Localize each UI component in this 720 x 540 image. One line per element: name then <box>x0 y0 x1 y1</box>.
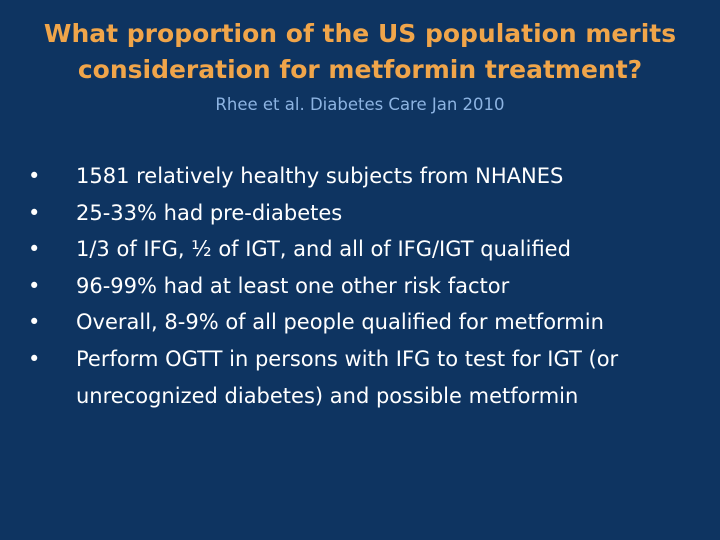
slide-title-line-2: consideration for metformin treatment? <box>77 55 643 84</box>
bullet-text: 1/3 of IFG, ½ of IGT, and all of IFG/IGT… <box>76 237 571 262</box>
bullet-item: • Overall, 8-9% of all people qualified … <box>28 304 708 341</box>
bullet-text: 96-99% had at least one other risk facto… <box>76 273 510 298</box>
bullet-icon: • <box>28 200 41 225</box>
slide-title-line-1: What proportion of the US population mer… <box>43 19 677 48</box>
bullet-text: 1581 relatively healthy subjects from NH… <box>76 164 564 188</box>
bullet-icon: • <box>28 346 41 371</box>
bullet-item: • 1581 relatively healthy subjects from … <box>28 158 708 195</box>
bullet-item: • 1/3 of IFG, ½ of IGT, and all of IFG/I… <box>28 231 708 268</box>
bullet-item: • Perform OGTT in persons with IFG to te… <box>28 341 708 414</box>
bullet-icon: • <box>28 310 41 335</box>
bullet-icon: • <box>28 237 41 262</box>
bullet-text: Overall, 8-9% of all people qualified fo… <box>76 310 604 335</box>
bullet-icon: • <box>28 164 41 188</box>
slide-title: What proportion of the US population mer… <box>30 16 690 88</box>
bullet-item: • 25-33% had pre-diabetes <box>28 195 708 232</box>
bullet-list: • 1581 relatively healthy subjects from … <box>28 158 708 414</box>
bullet-icon: • <box>28 273 41 298</box>
bullet-item: • 96-99% had at least one other risk fac… <box>28 268 708 305</box>
slide-subtitle: Rhee et al. Diabetes Care Jan 2010 <box>215 95 505 114</box>
bullet-text: 25-33% had pre-diabetes <box>76 200 343 225</box>
bullet-text: Perform OGTT in persons with IFG to test… <box>76 346 619 408</box>
